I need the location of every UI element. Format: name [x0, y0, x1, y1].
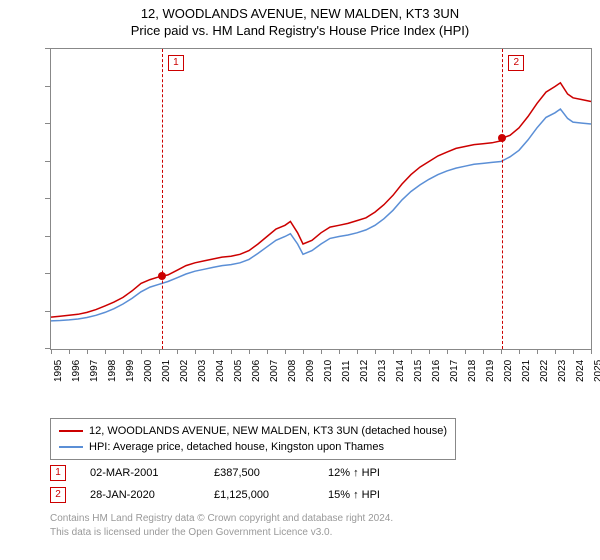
x-tick-label: 2009 — [305, 360, 316, 382]
x-tick-label: 2022 — [539, 360, 550, 382]
chart-area: £0£200K£400K£600K£800K£1M£1.2M£1.4M£1.6M… — [50, 48, 590, 378]
footer-attribution: Contains HM Land Registry data © Crown c… — [50, 512, 590, 540]
x-tick-label: 1999 — [125, 360, 136, 382]
x-tick-label: 2002 — [179, 360, 190, 382]
x-tick-label: 1997 — [89, 360, 100, 382]
x-tick-label: 2017 — [449, 360, 460, 382]
transaction-date: 28-JAN-2020 — [90, 489, 190, 501]
transaction-price: £1,125,000 — [214, 489, 304, 501]
legend: 12, WOODLANDS AVENUE, NEW MALDEN, KT3 3U… — [50, 418, 456, 460]
x-tick-label: 2011 — [341, 360, 352, 382]
x-tick-label: 1998 — [107, 360, 118, 382]
x-tick-label: 2006 — [251, 360, 262, 382]
series-line — [51, 83, 591, 317]
x-tick-label: 2005 — [233, 360, 244, 382]
x-tick-label: 1996 — [71, 360, 82, 382]
x-tick-label: 2024 — [575, 360, 586, 382]
transaction-row: 1 02-MAR-2001 £387,500 12% ↑ HPI — [50, 462, 590, 484]
footer-line-2: This data is licensed under the Open Gov… — [50, 526, 590, 540]
transaction-vs-hpi: 12% ↑ HPI — [328, 467, 428, 479]
transaction-vs-hpi: 15% ↑ HPI — [328, 489, 428, 501]
transaction-price: £387,500 — [214, 467, 304, 479]
x-tick-label: 2008 — [287, 360, 298, 382]
x-tick-label: 2025 — [593, 360, 600, 382]
x-tick-label: 2023 — [557, 360, 568, 382]
transaction-badge: 1 — [50, 465, 66, 481]
legend-label-property: 12, WOODLANDS AVENUE, NEW MALDEN, KT3 3U… — [89, 423, 447, 439]
x-tick-label: 2021 — [521, 360, 532, 382]
x-tick-label: 2015 — [413, 360, 424, 382]
x-tick-label: 2004 — [215, 360, 226, 382]
x-tick-label: 2007 — [269, 360, 280, 382]
x-tick-label: 2013 — [377, 360, 388, 382]
x-tick-label: 2012 — [359, 360, 370, 382]
transaction-date: 02-MAR-2001 — [90, 467, 190, 479]
transaction-vline — [502, 49, 503, 349]
transaction-vline-badge: 2 — [508, 55, 524, 71]
transaction-marker — [498, 134, 506, 142]
legend-swatch-hpi — [59, 446, 83, 448]
line-layer — [51, 49, 591, 349]
series-line — [51, 109, 591, 321]
transaction-vline — [162, 49, 163, 349]
chart-container: 12, WOODLANDS AVENUE, NEW MALDEN, KT3 3U… — [0, 0, 600, 560]
transaction-marker — [158, 272, 166, 280]
transaction-badge: 2 — [50, 487, 66, 503]
x-tick-label: 2018 — [467, 360, 478, 382]
transaction-list: 1 02-MAR-2001 £387,500 12% ↑ HPI 2 28-JA… — [50, 462, 590, 506]
x-tick-label: 2003 — [197, 360, 208, 382]
plot-area: 12 — [50, 48, 592, 350]
legend-label-hpi: HPI: Average price, detached house, King… — [89, 439, 384, 455]
legend-swatch-property — [59, 430, 83, 432]
title-block: 12, WOODLANDS AVENUE, NEW MALDEN, KT3 3U… — [0, 0, 600, 40]
x-tick-label: 2014 — [395, 360, 406, 382]
footer-line-1: Contains HM Land Registry data © Crown c… — [50, 512, 590, 526]
title-subtitle: Price paid vs. HM Land Registry's House … — [0, 23, 600, 38]
x-tick-label: 1995 — [53, 360, 64, 382]
x-tick-label: 2020 — [503, 360, 514, 382]
x-tick-label: 2010 — [323, 360, 334, 382]
x-tick-label: 2019 — [485, 360, 496, 382]
x-axis: 1995199619971998199920002001200220032004… — [50, 350, 590, 378]
x-tick-label: 2001 — [161, 360, 172, 382]
x-tick-label: 2016 — [431, 360, 442, 382]
transaction-vline-badge: 1 — [168, 55, 184, 71]
transaction-row: 2 28-JAN-2020 £1,125,000 15% ↑ HPI — [50, 484, 590, 506]
legend-item-hpi: HPI: Average price, detached house, King… — [59, 439, 447, 455]
legend-item-property: 12, WOODLANDS AVENUE, NEW MALDEN, KT3 3U… — [59, 423, 447, 439]
x-tick-label: 2000 — [143, 360, 154, 382]
title-address: 12, WOODLANDS AVENUE, NEW MALDEN, KT3 3U… — [0, 6, 600, 21]
